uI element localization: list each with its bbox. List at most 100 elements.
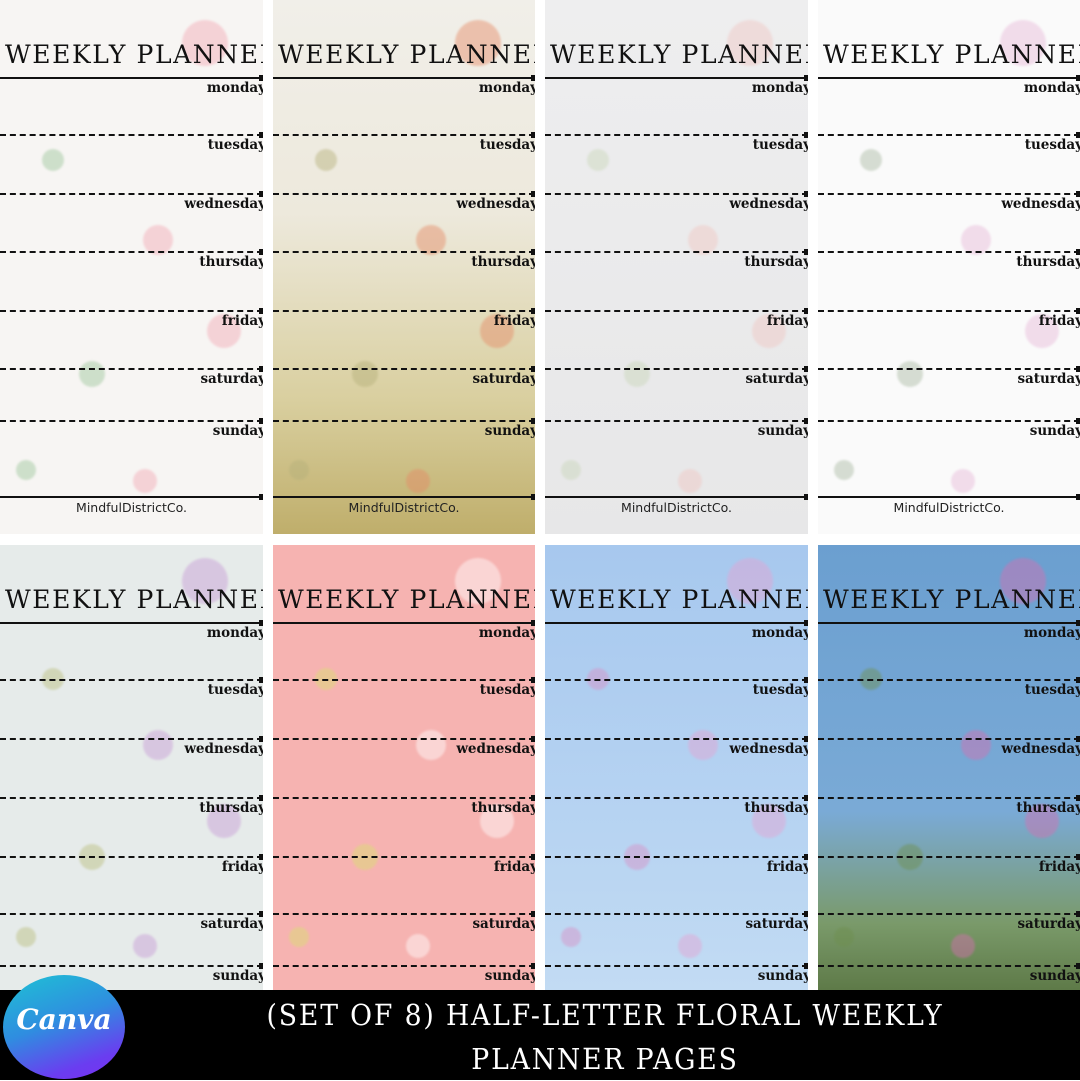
day-label-sunday: sunday bbox=[1029, 968, 1080, 984]
day-label-saturday: saturday bbox=[200, 371, 263, 387]
flower-decoration bbox=[16, 926, 37, 947]
flower-decoration bbox=[1000, 557, 1047, 604]
day-label-thursday: thursday bbox=[1016, 254, 1080, 270]
day-label-wednesday: wednesday bbox=[729, 196, 808, 212]
flower-decoration bbox=[314, 149, 337, 172]
day-label-sunday: sunday bbox=[212, 968, 263, 984]
flower-decoration bbox=[415, 225, 446, 256]
floral-background bbox=[0, 545, 263, 990]
flower-decoration bbox=[405, 933, 430, 958]
day-label-monday: monday bbox=[478, 80, 535, 96]
day-divider-dashed bbox=[0, 308, 263, 314]
flower-decoration bbox=[182, 557, 229, 604]
day-label-wednesday: wednesday bbox=[1001, 741, 1080, 757]
day-label-thursday: thursday bbox=[199, 800, 263, 816]
day-divider-dashed bbox=[818, 132, 1080, 138]
flower-decoration bbox=[859, 667, 882, 690]
flower-decoration bbox=[289, 459, 310, 480]
day-label-saturday: saturday bbox=[472, 371, 535, 387]
day-label-friday: friday bbox=[221, 313, 263, 329]
day-label-wednesday: wednesday bbox=[456, 741, 535, 757]
day-label-thursday: thursday bbox=[471, 254, 535, 270]
flower-decoration bbox=[132, 933, 157, 958]
flower-decoration bbox=[142, 730, 173, 761]
planner-title: WEEKLY PLANNER bbox=[278, 585, 535, 614]
day-divider-dashed bbox=[0, 854, 263, 860]
day-label-saturday: saturday bbox=[1017, 371, 1080, 387]
day-label-saturday: saturday bbox=[200, 916, 263, 932]
day-label-thursday: thursday bbox=[1016, 800, 1080, 816]
day-label-wednesday: wednesday bbox=[184, 196, 263, 212]
flower-decoration bbox=[314, 667, 337, 690]
brand-footer: MindfulDistrictCo. bbox=[893, 500, 1005, 515]
planner-title: WEEKLY PLANNER bbox=[823, 585, 1080, 614]
flower-decoration bbox=[687, 730, 718, 761]
flower-decoration bbox=[950, 933, 975, 958]
day-label-monday: monday bbox=[206, 625, 263, 641]
flower-decoration bbox=[16, 459, 37, 480]
day-label-sunday: sunday bbox=[212, 423, 263, 439]
flower-decoration bbox=[624, 360, 651, 387]
day-divider-dashed bbox=[818, 677, 1080, 683]
day-label-friday: friday bbox=[493, 313, 535, 329]
day-divider-dashed bbox=[545, 854, 808, 860]
day-label-tuesday: tuesday bbox=[207, 137, 263, 153]
planner-page-purple-blossom: WEEKLY PLANNER monday tuesday wednesday thur… bbox=[0, 545, 263, 990]
day-divider-dashed bbox=[0, 191, 263, 197]
day-divider-dashed bbox=[545, 795, 808, 801]
day-divider-dashed bbox=[273, 249, 535, 255]
day-divider-dashed bbox=[273, 795, 535, 801]
day-label-friday: friday bbox=[766, 859, 808, 875]
day-divider-dashed bbox=[545, 736, 808, 742]
flower-decoration bbox=[41, 667, 64, 690]
day-label-friday: friday bbox=[1038, 859, 1080, 875]
floral-background bbox=[0, 0, 263, 534]
day-label-tuesday: tuesday bbox=[1024, 682, 1080, 698]
planner-page-blue-petal: WEEKLY PLANNER monday tuesday wednesday thur… bbox=[545, 545, 808, 990]
banner-title-line2: PLANNER PAGES bbox=[471, 1042, 739, 1076]
day-divider-dashed bbox=[818, 366, 1080, 372]
day-label-friday: friday bbox=[766, 313, 808, 329]
day-divider-dashed bbox=[0, 366, 263, 372]
day-label-thursday: thursday bbox=[199, 254, 263, 270]
day-divider-dashed bbox=[818, 736, 1080, 742]
brand-footer: MindfulDistrictCo. bbox=[621, 500, 732, 515]
day-label-saturday: saturday bbox=[745, 371, 808, 387]
flower-decoration bbox=[950, 468, 975, 493]
flower-decoration bbox=[455, 557, 502, 604]
header-divider bbox=[273, 75, 535, 81]
day-divider-dashed bbox=[545, 911, 808, 917]
day-divider-dashed bbox=[273, 677, 535, 683]
day-divider-dashed bbox=[273, 911, 535, 917]
footer-divider bbox=[545, 494, 808, 500]
day-divider-dashed bbox=[545, 249, 808, 255]
flower-decoration bbox=[677, 468, 702, 493]
day-label-monday: monday bbox=[206, 80, 263, 96]
flower-decoration bbox=[405, 468, 430, 493]
header-divider bbox=[0, 620, 263, 626]
day-divider-dashed bbox=[818, 249, 1080, 255]
flower-decoration bbox=[455, 19, 502, 66]
flower-decoration bbox=[677, 933, 702, 958]
day-label-saturday: saturday bbox=[745, 916, 808, 932]
planner-page-rose-white: WEEKLY PLANNER monday tuesday wednesday thur… bbox=[0, 0, 263, 534]
day-label-friday: friday bbox=[1038, 313, 1080, 329]
day-label-wednesday: wednesday bbox=[456, 196, 535, 212]
day-divider-dashed bbox=[0, 677, 263, 683]
day-label-saturday: saturday bbox=[472, 916, 535, 932]
floral-background bbox=[545, 0, 808, 534]
flower-decoration bbox=[687, 225, 718, 256]
planner-title: WEEKLY PLANNER bbox=[5, 40, 263, 69]
flower-decoration bbox=[415, 730, 446, 761]
day-divider-dashed bbox=[0, 736, 263, 742]
day-divider-dashed bbox=[545, 308, 808, 314]
floral-background bbox=[818, 0, 1080, 534]
day-divider-dashed bbox=[545, 132, 808, 138]
day-label-tuesday: tuesday bbox=[479, 137, 535, 153]
planner-title: WEEKLY PLANNER bbox=[278, 40, 535, 69]
flower-decoration bbox=[1000, 19, 1047, 66]
day-divider-dashed bbox=[818, 795, 1080, 801]
banner-title: (SET OF 8) HALF-LETTER FLORAL WEEKLY PLA… bbox=[168, 990, 1042, 1081]
day-label-sunday: sunday bbox=[757, 968, 808, 984]
day-label-saturday: saturday bbox=[1017, 916, 1080, 932]
